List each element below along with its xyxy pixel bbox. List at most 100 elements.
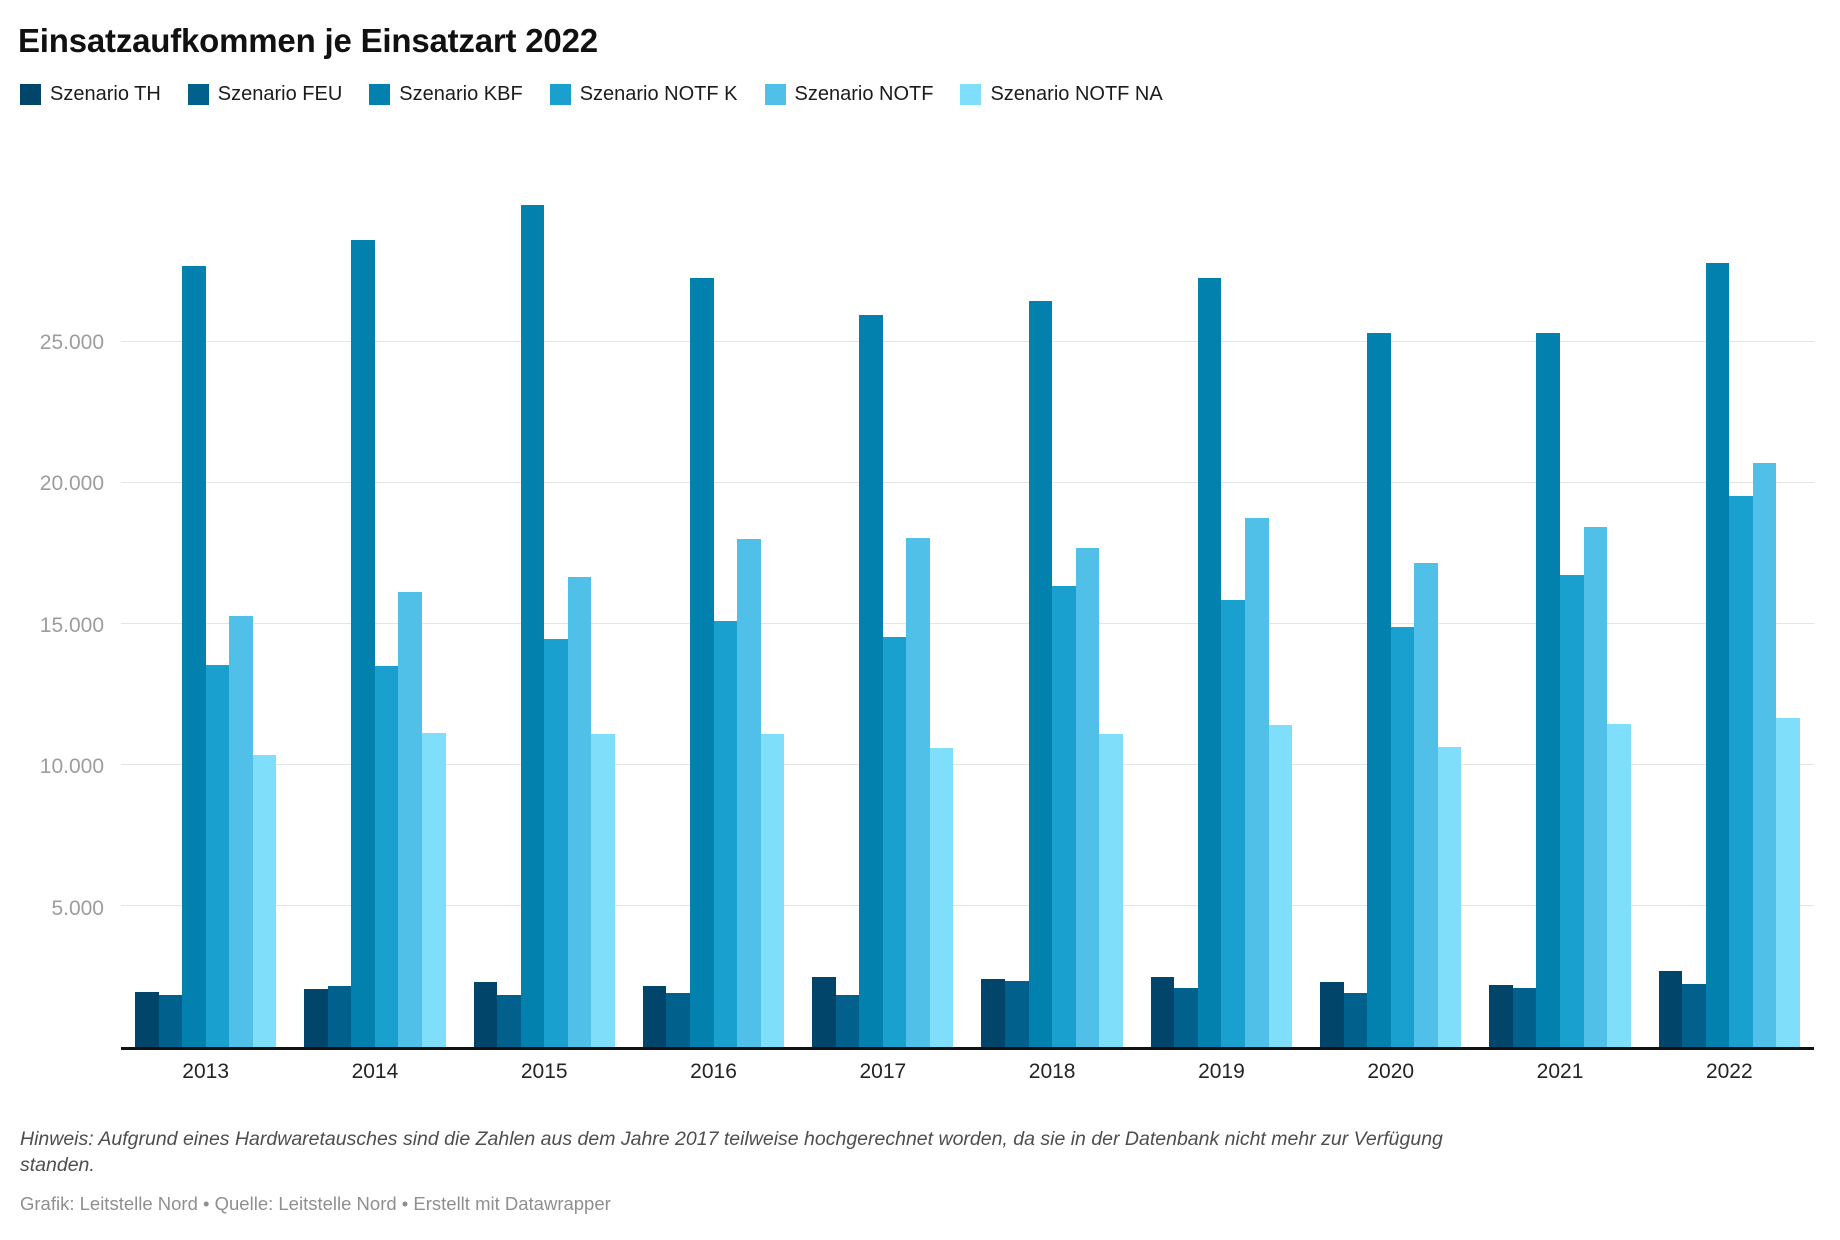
- y-tick-label-20000: 20.000: [39, 472, 104, 496]
- legend: Szenario TH Szenario FEU Szenario KBF Szena…: [20, 82, 1822, 106]
- bar-szenario-notf-na-2015[interactable]: [591, 733, 615, 1047]
- bar-szenario-notf-2014[interactable]: [398, 591, 423, 1047]
- bar-szenario-notf-2016[interactable]: [737, 539, 761, 1047]
- bar-szenario-notf-2021[interactable]: [1583, 526, 1608, 1047]
- bar-szenario-th-2019[interactable]: [1150, 976, 1175, 1047]
- bar-szenario-kbf-2018[interactable]: [1028, 301, 1053, 1047]
- bar-szenario-notf-k-2015[interactable]: [544, 639, 568, 1047]
- bar-group-2016: [629, 160, 798, 1047]
- gridline-20000: [121, 481, 1814, 483]
- bar-szenario-notf-2017[interactable]: [906, 537, 930, 1047]
- bar-szenario-notf-k-2022[interactable]: [1729, 495, 1753, 1047]
- bar-szenario-notf-na-2013[interactable]: [252, 755, 277, 1047]
- x-axis-label-2017: 2017: [859, 1060, 907, 1083]
- legend-swatch-icon: [960, 83, 982, 105]
- x-axis-label-2015: 2015: [520, 1060, 568, 1083]
- bar-szenario-th-2018[interactable]: [981, 979, 1006, 1047]
- legend-item-4: Szenario NOTF K: [549, 82, 738, 106]
- legend-label: Szenario NOTF: [794, 82, 934, 105]
- bar-szenario-kbf-2020[interactable]: [1367, 333, 1391, 1047]
- gridline-10000: [121, 763, 1814, 765]
- legend-label: Szenario FEU: [217, 82, 343, 105]
- bar-szenario-feu-2021[interactable]: [1512, 987, 1537, 1047]
- gridline-25000: [121, 340, 1814, 342]
- bar-szenario-th-2020[interactable]: [1320, 982, 1344, 1047]
- credit-line: Grafik: Leitstelle Nord • Quelle: Leitst…: [20, 1192, 611, 1214]
- x-axis-label-2018: 2018: [1028, 1060, 1076, 1083]
- bar-group-2017: [798, 160, 967, 1047]
- y-tick-label-25000: 25.000: [39, 330, 104, 354]
- legend-swatch-icon: [764, 83, 786, 105]
- bar-szenario-notf-na-2017[interactable]: [929, 748, 954, 1047]
- bar-szenario-notf-k-2019[interactable]: [1221, 599, 1245, 1047]
- bar-szenario-notf-na-2014[interactable]: [422, 732, 446, 1047]
- bar-szenario-notf-na-2019[interactable]: [1268, 725, 1293, 1047]
- legend-label: Szenario KBF: [399, 82, 523, 105]
- bar-szenario-feu-2016[interactable]: [666, 993, 690, 1047]
- bar-group-2014: [290, 160, 459, 1047]
- bar-szenario-feu-2013[interactable]: [158, 994, 183, 1047]
- bar-szenario-feu-2017[interactable]: [835, 994, 860, 1047]
- bar-szenario-th-2015[interactable]: [473, 982, 498, 1047]
- footnote: Hinweis: Aufgrund eines Hardwaretausches…: [20, 1128, 1443, 1177]
- bar-szenario-kbf-2016[interactable]: [689, 278, 714, 1047]
- legend-item-3: Szenario KBF: [369, 82, 523, 106]
- bar-szenario-notf-na-2021[interactable]: [1607, 724, 1631, 1047]
- gridline-15000: [121, 622, 1814, 624]
- bar-szenario-notf-k-2018[interactable]: [1052, 585, 1076, 1047]
- bar-szenario-kbf-2014[interactable]: [351, 240, 375, 1047]
- x-axis-label-2014: 2014: [351, 1060, 399, 1083]
- y-tick-label-5000: 5.000: [51, 896, 104, 920]
- bar-szenario-notf-k-2016[interactable]: [713, 621, 738, 1047]
- legend-label: Szenario NOTF K: [579, 82, 738, 105]
- bar-group-2018: [967, 160, 1136, 1047]
- bar-szenario-kbf-2015[interactable]: [520, 205, 545, 1047]
- bar-group-2022: [1645, 160, 1814, 1047]
- legend-item-2: Szenario FEU: [187, 82, 343, 106]
- bar-szenario-th-2016[interactable]: [642, 986, 667, 1047]
- chart-area: 5.000 10.000 15.000 20.000 25.000 2013 2014 20…: [18, 160, 1822, 1084]
- bar-group-2021: [1475, 160, 1644, 1047]
- bar-szenario-notf-2018[interactable]: [1075, 547, 1100, 1047]
- bar-szenario-notf-na-2018[interactable]: [1099, 733, 1123, 1047]
- bar-szenario-kbf-2017[interactable]: [859, 315, 883, 1047]
- bar-szenario-feu-2022[interactable]: [1682, 983, 1706, 1047]
- bar-szenario-notf-2019[interactable]: [1244, 518, 1269, 1047]
- bar-szenario-kbf-2022[interactable]: [1705, 262, 1730, 1047]
- bar-szenario-notf-k-2013[interactable]: [205, 664, 230, 1047]
- x-axis-label-2013: 2013: [182, 1060, 229, 1083]
- legend-item-5: Szenario NOTF: [764, 82, 934, 106]
- bar-szenario-kbf-2019[interactable]: [1197, 278, 1222, 1047]
- bar-szenario-kbf-2013[interactable]: [182, 265, 206, 1047]
- bar-szenario-feu-2018[interactable]: [1005, 980, 1029, 1047]
- bar-szenario-notf-k-2021[interactable]: [1560, 574, 1584, 1047]
- bar-group-2013: [121, 160, 290, 1047]
- bar-szenario-th-2022[interactable]: [1658, 970, 1683, 1047]
- bar-szenario-th-2013[interactable]: [135, 992, 159, 1047]
- bar-szenario-notf-2015[interactable]: [567, 577, 592, 1047]
- bar-szenario-notf-na-2020[interactable]: [1437, 746, 1462, 1047]
- x-axis-label-2022: 2022: [1705, 1060, 1753, 1083]
- bar-szenario-feu-2019[interactable]: [1174, 987, 1198, 1047]
- bar-szenario-feu-2020[interactable]: [1343, 993, 1368, 1047]
- bar-szenario-feu-2014[interactable]: [327, 986, 352, 1047]
- bar-szenario-notf-k-2020[interactable]: [1390, 626, 1415, 1047]
- bar-szenario-notf-k-2014[interactable]: [374, 666, 399, 1047]
- plot-area: [121, 160, 1814, 1050]
- bar-szenario-feu-2015[interactable]: [497, 994, 521, 1047]
- bar-szenario-notf-2020[interactable]: [1414, 563, 1438, 1047]
- bar-szenario-notf-k-2017[interactable]: [882, 636, 907, 1047]
- x-axis-labels: 2013 2014 2015 2016 2017 2018 2019 2020 2021 2022: [121, 1060, 1814, 1084]
- bar-szenario-th-2017[interactable]: [812, 976, 836, 1047]
- legend-item-1: Szenario TH: [20, 83, 161, 106]
- bar-szenario-notf-na-2016[interactable]: [760, 733, 785, 1047]
- bar-szenario-notf-na-2022[interactable]: [1776, 718, 1800, 1047]
- bar-szenario-th-2021[interactable]: [1489, 984, 1513, 1047]
- bar-group-2019: [1137, 160, 1306, 1047]
- bar-szenario-th-2014[interactable]: [304, 989, 328, 1047]
- bars-row: [121, 160, 1814, 1047]
- bar-szenario-notf-2013[interactable]: [229, 615, 253, 1047]
- bar-szenario-notf-2022[interactable]: [1752, 463, 1777, 1047]
- bar-szenario-kbf-2021[interactable]: [1536, 333, 1561, 1047]
